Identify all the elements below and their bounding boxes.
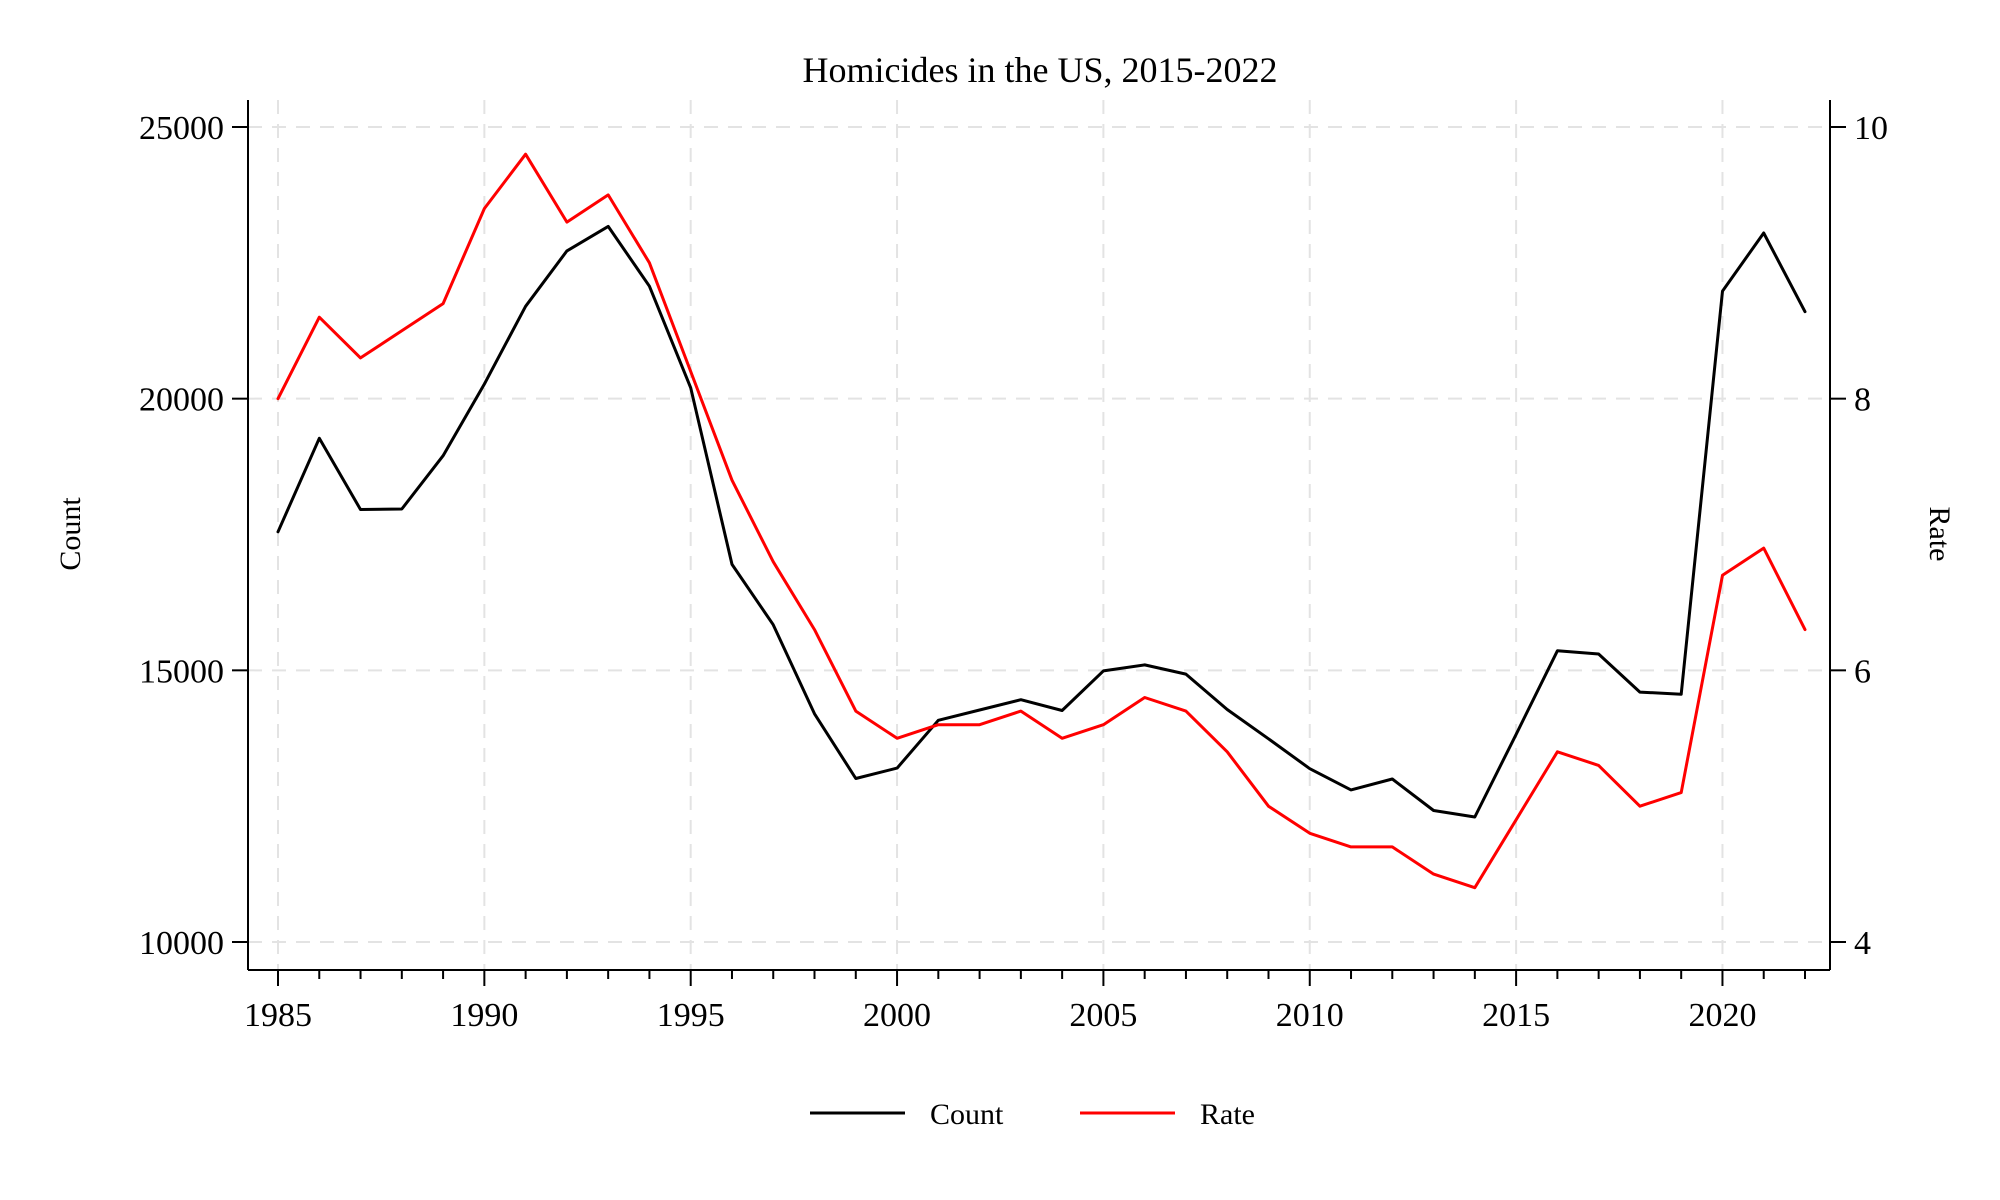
legend-label-rate: Rate xyxy=(1200,1098,1255,1131)
x-tick-label-2000: 2000 xyxy=(863,997,931,1034)
x-tick-label-2005: 2005 xyxy=(1069,997,1137,1034)
x-tick-label-1990: 1990 xyxy=(450,997,518,1034)
series-line-rate xyxy=(276,152,1807,890)
gridlines xyxy=(248,100,1830,970)
y-tick-label-right-4: 4 xyxy=(1854,925,1871,962)
x-tick-label-2020: 2020 xyxy=(1688,997,1756,1034)
x-tick-label-1995: 1995 xyxy=(657,997,725,1034)
y-tick-label-left-15000: 15000 xyxy=(139,653,224,690)
x-tick-label-1985: 1985 xyxy=(244,997,312,1034)
x-tick-label-2010: 2010 xyxy=(1276,997,1344,1034)
legend: Count Rate xyxy=(810,1098,1255,1131)
series-line-count xyxy=(276,224,1807,819)
y-tick-label-left-10000: 10000 xyxy=(139,925,224,962)
y-tick-label-left-25000: 25000 xyxy=(139,110,224,147)
y-axis-label-right: Rate xyxy=(1923,507,1956,562)
series-lines xyxy=(276,152,1807,890)
axes: 1985 1990 1995 2000 2005 2010 2015 2020 10000 150… xyxy=(139,100,1888,1034)
y-tick-label-right-10: 10 xyxy=(1854,110,1888,147)
legend-label-count: Count xyxy=(930,1098,1004,1131)
y-axis-label-left: Count xyxy=(54,497,87,571)
chart-title: Homicides in the US, 2015-2022 xyxy=(803,50,1278,90)
y-tick-label-right-8: 8 xyxy=(1854,382,1871,419)
y-tick-label-right-6: 6 xyxy=(1854,653,1871,690)
x-tick-label-2015: 2015 xyxy=(1482,997,1550,1034)
y-tick-label-left-20000: 20000 xyxy=(139,382,224,419)
